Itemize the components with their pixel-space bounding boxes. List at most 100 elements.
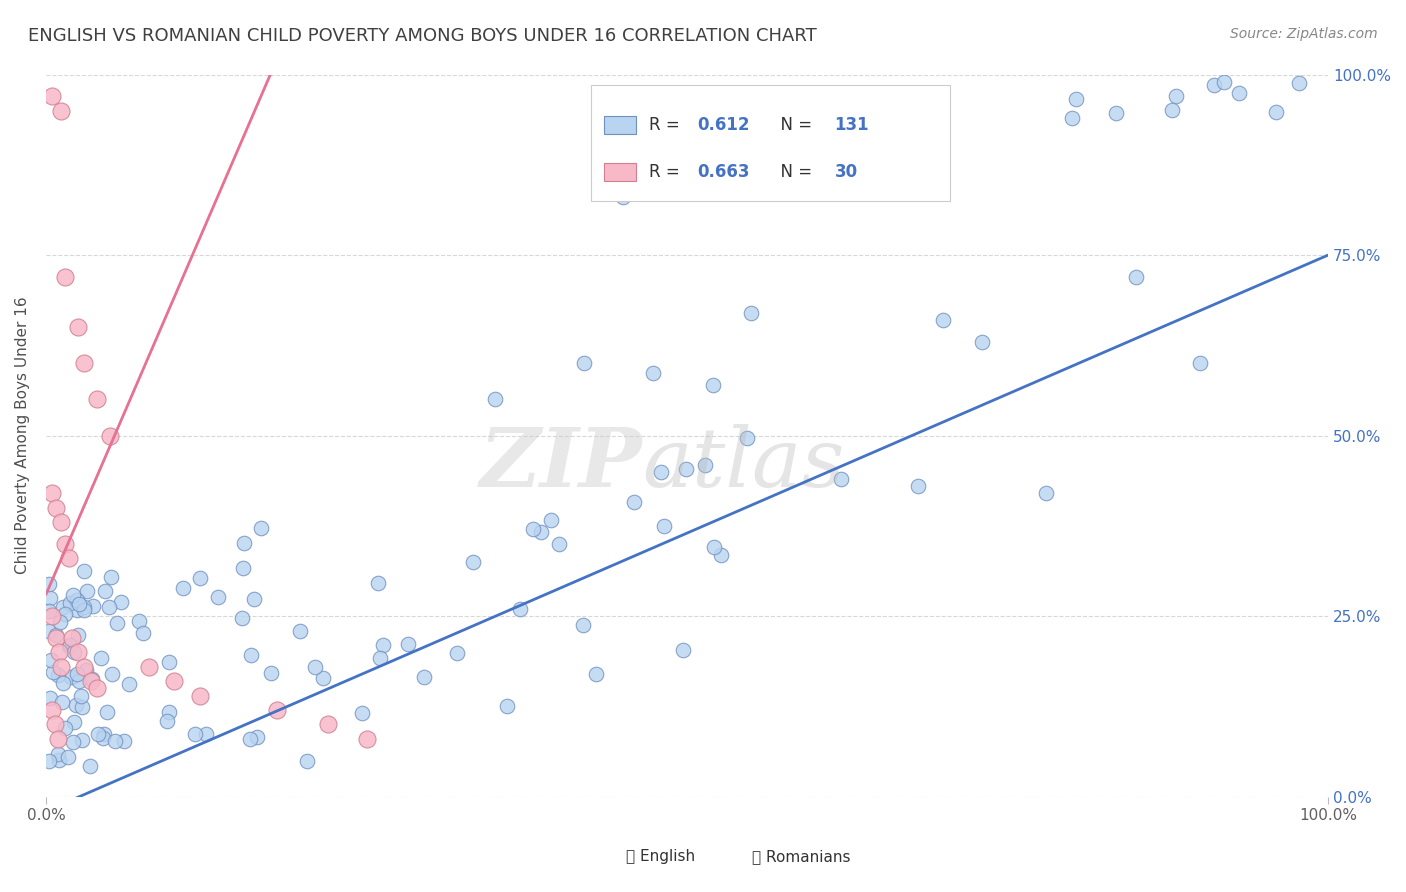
Text: ⬜ English: ⬜ English <box>626 849 696 863</box>
Point <box>41 703 63 717</box>
Point <box>48 753 70 767</box>
Point <box>188 689 211 703</box>
Point <box>41 89 63 103</box>
Point <box>356 731 378 746</box>
Point <box>312 671 335 685</box>
Point <box>104 734 127 748</box>
Point <box>86 681 108 696</box>
Point <box>51 675 73 690</box>
Point <box>540 513 562 527</box>
Point <box>65 698 87 713</box>
Point <box>1125 269 1147 284</box>
Point <box>157 705 180 719</box>
Point <box>250 521 273 535</box>
Point <box>100 570 122 584</box>
Point <box>641 366 664 380</box>
Point <box>1265 105 1288 120</box>
Point <box>509 602 531 616</box>
Point <box>38 691 60 706</box>
Point <box>547 537 569 551</box>
Point <box>970 334 993 349</box>
Point <box>231 611 253 625</box>
Point <box>412 670 434 684</box>
Point <box>79 759 101 773</box>
Point <box>710 548 733 562</box>
Point <box>232 536 254 550</box>
Point <box>1212 75 1234 89</box>
Point <box>156 714 179 729</box>
Point <box>66 593 89 607</box>
Point <box>695 458 717 473</box>
Point <box>239 732 262 747</box>
Point <box>67 598 90 612</box>
Point <box>73 602 96 616</box>
Text: 131: 131 <box>835 117 869 135</box>
Point <box>46 667 69 681</box>
Point <box>53 269 76 284</box>
Point <box>82 599 104 613</box>
Point <box>496 699 519 714</box>
Point <box>45 631 67 645</box>
Point <box>188 571 211 585</box>
Text: R =: R = <box>648 117 685 135</box>
Point <box>396 637 419 651</box>
Point <box>48 615 70 630</box>
Point <box>51 695 73 709</box>
Point <box>62 587 84 601</box>
Point <box>352 706 374 721</box>
Point <box>118 677 141 691</box>
Text: N =: N = <box>770 163 818 181</box>
Point <box>830 472 852 486</box>
Point <box>128 614 150 628</box>
Point <box>522 523 544 537</box>
Point <box>184 727 207 741</box>
Point <box>67 627 90 641</box>
Point <box>52 599 75 614</box>
Point <box>63 715 86 730</box>
Point <box>44 717 66 731</box>
Point <box>260 665 283 680</box>
Point <box>1160 103 1182 118</box>
Point <box>80 672 103 686</box>
Point <box>842 154 865 169</box>
Point <box>96 706 118 720</box>
Point <box>652 519 675 533</box>
Text: 0.663: 0.663 <box>697 163 749 181</box>
Point <box>39 591 62 605</box>
Point <box>650 465 672 479</box>
Point <box>76 583 98 598</box>
Point <box>623 495 645 509</box>
Point <box>94 583 117 598</box>
Point <box>41 609 63 624</box>
Point <box>194 726 217 740</box>
Point <box>80 674 103 689</box>
Point <box>45 627 67 641</box>
Point <box>1166 88 1188 103</box>
Point <box>112 734 135 748</box>
Point <box>67 674 90 689</box>
Text: ENGLISH VS ROMANIAN CHILD POVERTY AMONG BOYS UNDER 16 CORRELATION CHART: ENGLISH VS ROMANIAN CHILD POVERTY AMONG … <box>28 27 817 45</box>
Text: ZIP: ZIP <box>479 425 643 505</box>
Point <box>86 726 108 740</box>
Point <box>63 644 86 658</box>
Point <box>239 648 262 662</box>
Point <box>266 703 288 717</box>
Point <box>297 754 319 768</box>
Point <box>58 551 80 566</box>
FancyBboxPatch shape <box>591 86 950 201</box>
Point <box>73 564 96 578</box>
Point <box>46 747 69 761</box>
Point <box>172 582 194 596</box>
Point <box>73 356 96 370</box>
Point <box>98 599 121 614</box>
Point <box>73 659 96 673</box>
Point <box>58 749 80 764</box>
Point <box>73 599 96 614</box>
Point <box>59 670 82 684</box>
Point <box>45 500 67 515</box>
Point <box>463 556 485 570</box>
Point <box>932 313 955 327</box>
Point <box>86 392 108 407</box>
Point <box>93 727 115 741</box>
Point <box>90 651 112 665</box>
